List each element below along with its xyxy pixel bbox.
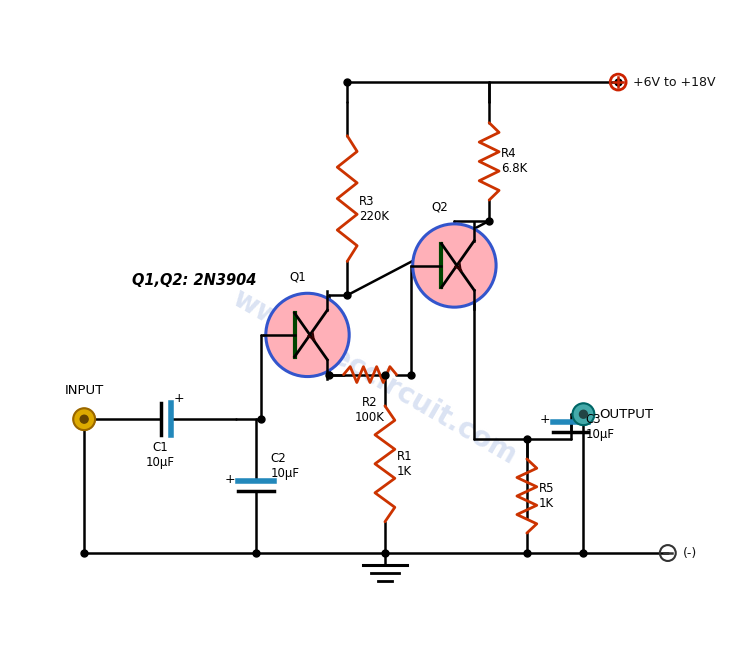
Circle shape xyxy=(80,415,88,423)
Text: R4
6.8K: R4 6.8K xyxy=(501,148,527,176)
Text: OUTPUT: OUTPUT xyxy=(599,408,653,421)
Text: Q2: Q2 xyxy=(431,201,448,214)
Text: INPUT: INPUT xyxy=(64,384,104,397)
Circle shape xyxy=(73,408,95,430)
Text: Q1,Q2: 2N3904: Q1,Q2: 2N3904 xyxy=(132,273,256,288)
Text: +: + xyxy=(173,392,184,405)
Text: +: + xyxy=(224,473,236,486)
Text: Q1: Q1 xyxy=(289,270,306,283)
Text: R3
220K: R3 220K xyxy=(359,194,389,222)
Text: R1
1K: R1 1K xyxy=(397,450,412,478)
Circle shape xyxy=(266,293,349,376)
Text: C2
10μF: C2 10μF xyxy=(271,452,300,480)
Text: R2
100K: R2 100K xyxy=(355,396,385,424)
Circle shape xyxy=(413,224,496,307)
Text: R5
1K: R5 1K xyxy=(539,482,554,510)
Text: C3
10μF: C3 10μF xyxy=(586,413,614,441)
Text: www.eleccircuit.com: www.eleccircuit.com xyxy=(227,283,521,469)
Text: C1
10μF: C1 10μF xyxy=(146,441,175,469)
Circle shape xyxy=(572,403,595,425)
Text: +: + xyxy=(539,413,550,426)
Circle shape xyxy=(580,410,587,418)
Text: (-): (-) xyxy=(683,547,697,560)
Text: +6V to +18V: +6V to +18V xyxy=(633,75,716,88)
